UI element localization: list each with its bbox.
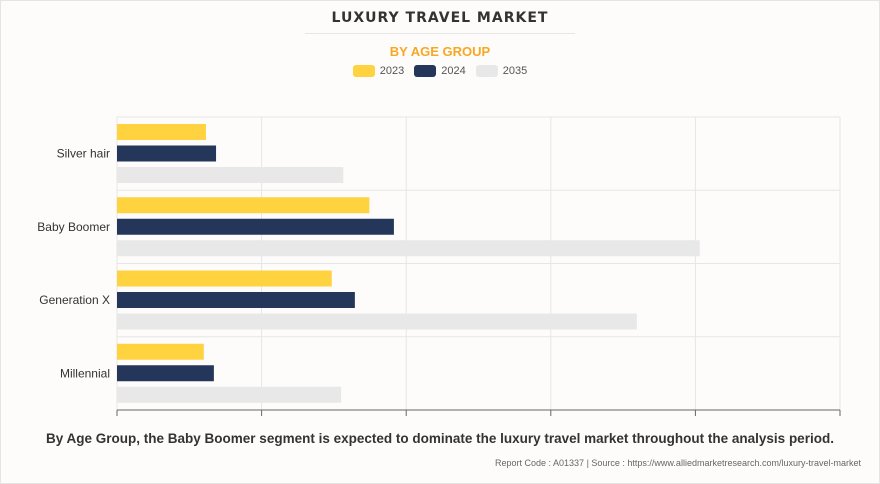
legend-swatch [475,65,498,77]
bar-2035-baby-boomer [117,240,700,257]
legend-label: 2035 [502,65,528,77]
category-label: Millennial [60,366,110,380]
legend-swatch [414,65,437,77]
bar-2035-generation-x [117,313,637,330]
legend: 2023 2024 2035 [0,65,880,77]
chart-caption: By Age Group, the Baby Boomer segment is… [46,431,834,446]
legend-label: 2023 [379,65,405,77]
source-note: Report Code : A01337 | Source : https://… [495,458,861,468]
bar-2024-silver-hair [117,145,217,162]
bar-2023-generation-x [117,270,332,287]
bar-2024-millennial [117,365,214,382]
legend-item-2035[interactable]: 2035 [475,65,528,77]
title-divider [305,33,575,34]
chart-subtitle: BY AGE GROUP [389,44,491,59]
bar-2024-baby-boomer [117,218,394,235]
chart-title: LUXURY TRAVEL MARKET [331,10,549,26]
bar-2035-millennial [117,386,342,403]
legend-label: 2024 [441,65,466,77]
legend-item-2023[interactable]: 2023 [352,65,405,77]
bar-2024-generation-x [117,292,355,308]
bar-2023-baby-boomer [117,197,370,214]
category-label: Baby Boomer [37,220,110,234]
bar-2023-millennial [117,343,204,360]
category-label: Generation X [39,293,110,307]
bar-2035-silver-hair [117,167,344,183]
legend-item-2024[interactable]: 2024 [414,65,466,77]
category-label: Silver hair [57,147,110,161]
legend-swatch [352,65,375,77]
bar-2023-silver-hair [117,124,206,140]
